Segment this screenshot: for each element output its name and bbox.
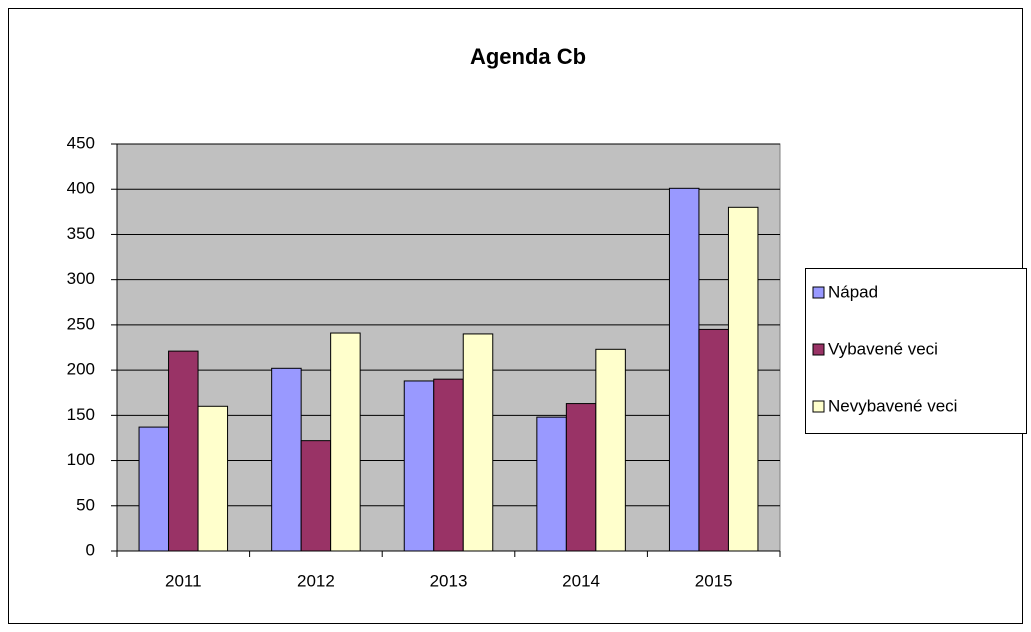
bar <box>433 378 464 552</box>
bar <box>698 328 729 552</box>
bar <box>138 426 170 552</box>
bar <box>168 350 199 552</box>
y-tick-label: 50 <box>76 495 95 514</box>
bar <box>330 332 361 552</box>
x-tick-label: 2014 <box>562 571 600 590</box>
x-tick-label: 2013 <box>430 571 468 590</box>
y-tick-label: 300 <box>67 269 95 288</box>
bar <box>727 206 759 552</box>
bar <box>271 367 302 552</box>
x-tick-label: 2011 <box>165 571 202 590</box>
y-tick-label: 250 <box>67 314 95 333</box>
chart-title: Agenda Cb <box>470 44 586 69</box>
y-tick-label: 150 <box>67 405 95 424</box>
x-tick-label: 2015 <box>695 571 733 590</box>
legend-swatch <box>812 400 825 413</box>
bar <box>462 333 494 552</box>
y-tick-label: 350 <box>67 224 95 243</box>
y-tick-label: 200 <box>67 360 95 379</box>
bar <box>668 187 700 552</box>
legend-label: Nevybavené veci <box>828 396 957 415</box>
bar <box>197 405 229 552</box>
y-tick-label: 400 <box>67 179 95 198</box>
bar <box>565 403 597 552</box>
y-tick-label: 0 <box>86 540 95 559</box>
legend-swatch <box>812 286 825 299</box>
bar <box>300 440 332 552</box>
bar <box>403 380 435 552</box>
y-tick-label: 450 <box>67 133 95 152</box>
legend-box <box>805 268 1027 434</box>
bar <box>595 348 626 552</box>
y-tick-label: 100 <box>67 450 95 469</box>
bar <box>536 416 567 552</box>
legend-label: Vybavené veci <box>828 339 938 358</box>
legend-swatch <box>812 343 825 356</box>
x-tick-label: 2012 <box>297 571 335 590</box>
legend-label: Nápad <box>828 282 878 301</box>
